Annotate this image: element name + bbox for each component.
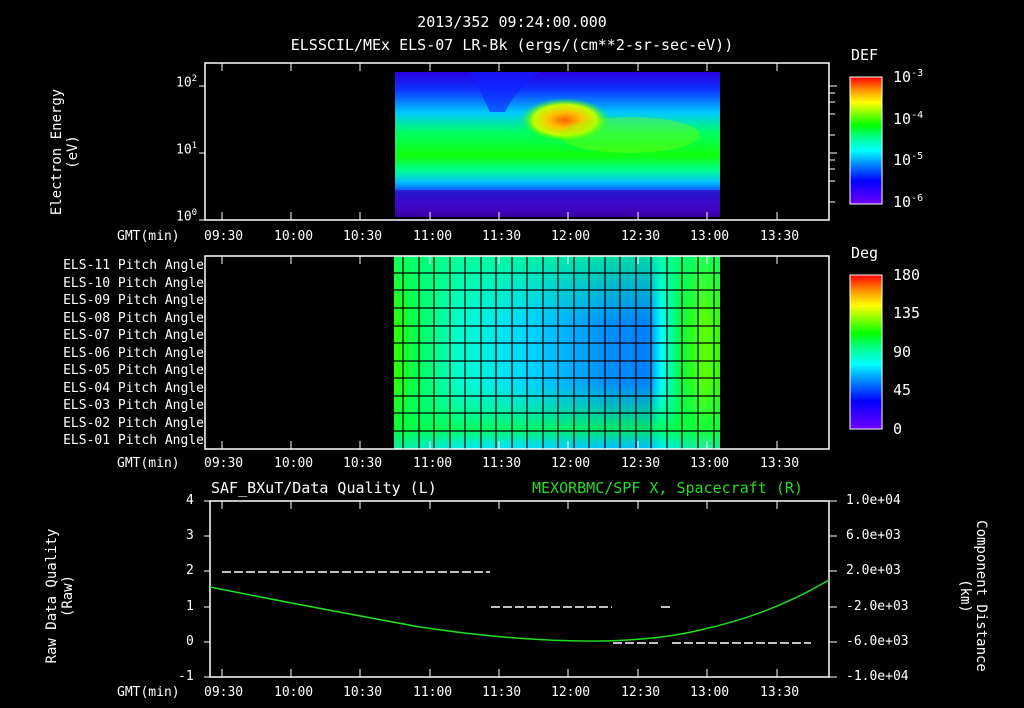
deg-tick-180: 180 <box>893 266 921 284</box>
def-tick-1: 10-4 <box>893 110 924 128</box>
pitch-angle-row-labels: ELS-11 Pitch Angle ELS-10 Pitch Angle EL… <box>63 258 204 448</box>
def-tick-0: 10-3 <box>893 68 924 86</box>
panel1-ylabel: Electron Energy (eV) <box>49 77 81 227</box>
panel3-left-title: SAF_BXuT/Data Quality (L) <box>211 479 437 497</box>
deg-tick-90: 90 <box>893 343 912 361</box>
ytick-1e0: 100 <box>176 208 198 225</box>
panel3-right-title: MEXORBMC/SPF X, Spacecraft (R) <box>532 479 803 497</box>
ytick-right: 6.0e+03 <box>846 528 901 543</box>
panel1-frame <box>204 62 830 221</box>
time-axis-label: GMT(min) <box>117 229 180 244</box>
deg-colorbar <box>849 274 883 430</box>
panel3-right-ylabel: Component Distance (km) <box>957 520 989 672</box>
ytick-right: 2.0e+03 <box>846 563 901 578</box>
ytick-right: 1.0e+04 <box>846 493 901 508</box>
ylabel-line2: (eV) <box>65 135 81 169</box>
ytick-left: 3 <box>186 528 194 543</box>
plot-subtitle: ELSSCIL/MEx ELS-07 LR-Bk (ergs/(cm**2-sr… <box>290 36 734 54</box>
def-colorbar <box>849 76 883 205</box>
ytick-right: -1.0e+04 <box>846 669 909 684</box>
def-tick-2: 10-5 <box>893 151 924 169</box>
ytick-1e1: 101 <box>176 141 198 158</box>
ytick-left: -1 <box>178 669 194 684</box>
energy-spectrogram <box>395 72 720 217</box>
ytick-left: 4 <box>186 493 194 508</box>
plot-timestamp: 2013/352 09:24:00.000 <box>417 13 607 31</box>
deg-tick-45: 45 <box>893 381 912 399</box>
ytick-left: 0 <box>186 634 194 649</box>
panel3-left-ylabel: Raw Data Quality (Raw) <box>44 528 76 664</box>
def-tick-3: 10-6 <box>893 193 924 211</box>
pitch-angle-grid <box>394 256 720 449</box>
time-axis-label: GMT(min) <box>117 685 180 700</box>
ylabel-line1: Electron Energy <box>49 88 65 216</box>
ytick-right: -6.0e+03 <box>846 634 909 649</box>
spacecraft-x-curve <box>209 579 830 642</box>
deg-colorbar-title: Deg <box>851 244 879 262</box>
ytick-right: -2.0e+03 <box>846 599 909 614</box>
time-axis-label: GMT(min) <box>117 456 180 471</box>
def-colorbar-title: DEF <box>851 46 879 64</box>
panel3-frame <box>209 500 830 678</box>
ytick-1e2: 102 <box>176 74 198 91</box>
panel2-frame <box>204 255 830 450</box>
ytick-left: 2 <box>186 563 194 578</box>
ytick-left: 1 <box>186 599 194 614</box>
deg-tick-135: 135 <box>893 304 921 322</box>
data-quality-line <box>222 571 811 644</box>
deg-tick-0: 0 <box>893 420 903 438</box>
